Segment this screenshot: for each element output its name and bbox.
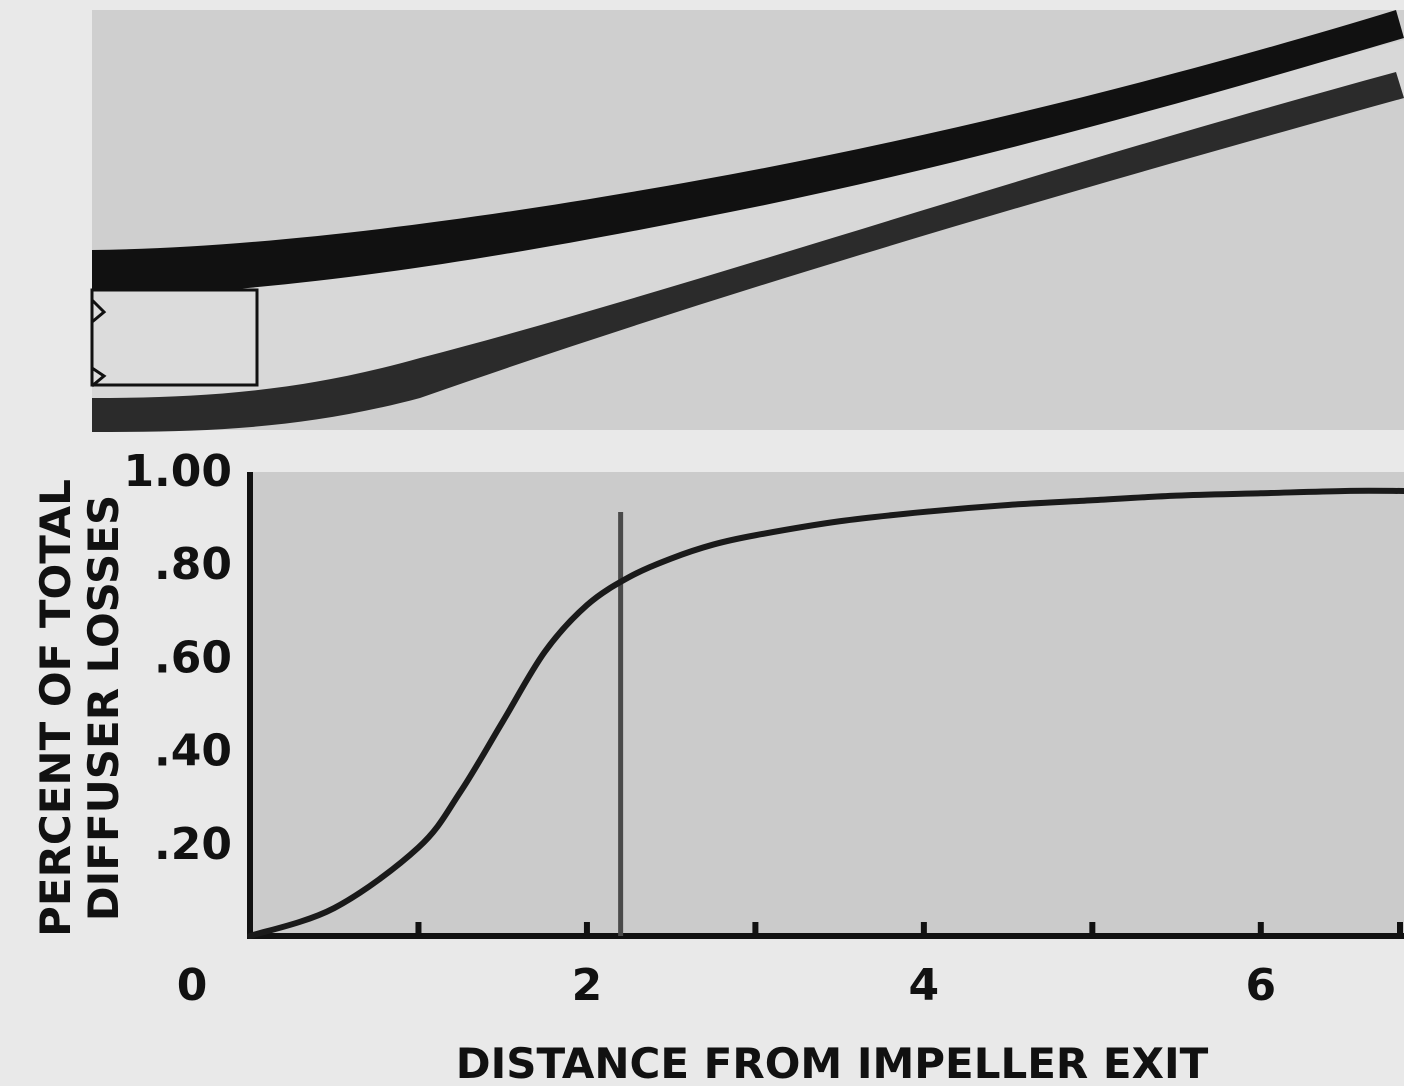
plot-background: [250, 472, 1404, 936]
diffuser-passage: [92, 40, 1404, 404]
x-tick-label: 6: [1245, 960, 1276, 1011]
x-ticks: [247, 922, 1403, 936]
x-axis-label: DISTANCE FROM IMPELLER EXIT: [456, 1039, 1209, 1086]
series-group: [247, 487, 1404, 939]
impeller-exit-block: [90, 288, 259, 387]
diffuser-lower-wall: [92, 72, 1404, 432]
x-tick-label: 0: [177, 960, 208, 1011]
y-tick-labels: .20 .40 .60 .80 1.00: [123, 446, 232, 870]
break-mark: [90, 298, 107, 388]
axes: [247, 472, 1404, 939]
y-tick-label: 1.00: [123, 446, 232, 497]
y-tick-label: .20: [154, 819, 232, 870]
diffuser-upper-wall: [92, 10, 1404, 296]
x-tick-label: 4: [909, 960, 940, 1011]
y-tick-label: .60: [154, 632, 232, 683]
x-tick-label: 2: [572, 960, 603, 1011]
series-line: [247, 487, 1404, 939]
y-axis-label-line1: PERCENT OF TOTAL: [31, 479, 80, 937]
y-axis-label-line2: DIFFUSER LOSSES: [79, 495, 128, 921]
y-tick-label: .80: [154, 539, 232, 590]
x-tick-labels: 0 2 4 6: [177, 960, 1276, 1011]
diffuser-schematic: [90, 10, 1404, 432]
y-tick-label: .40: [154, 726, 232, 777]
